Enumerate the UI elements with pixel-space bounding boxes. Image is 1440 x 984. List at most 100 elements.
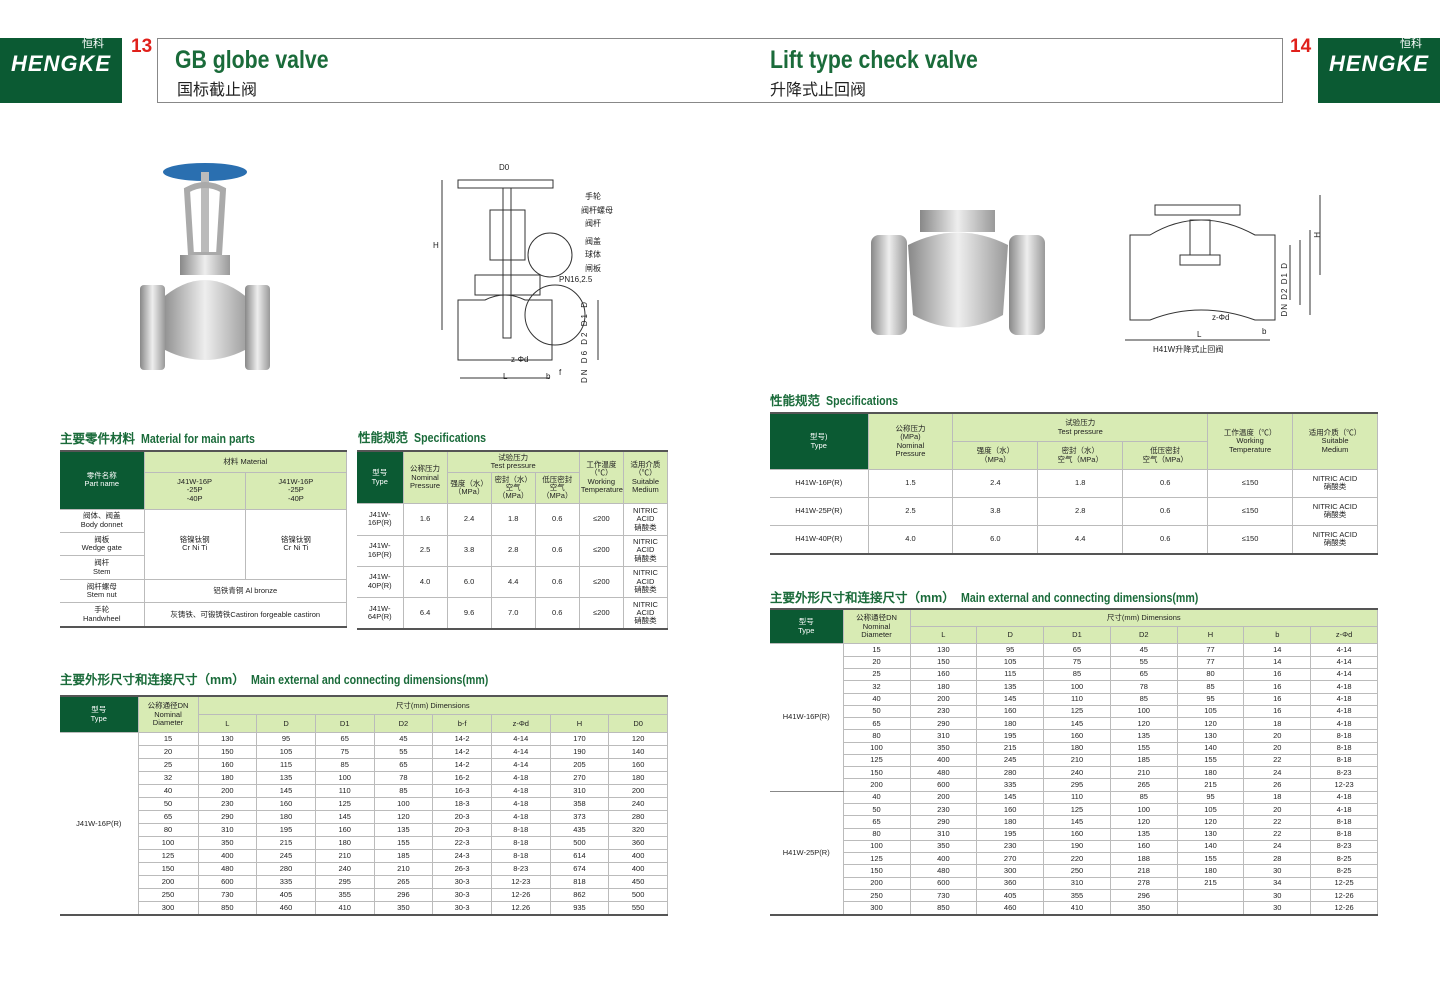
- table-cell: 230: [910, 803, 978, 817]
- table-row: J41W-16P(R) 1.6 2.4 1.8 0.6 ≤200 NITRIC ACID 硝…: [357, 503, 669, 536]
- table-cell: 350: [198, 836, 258, 850]
- table-cell: 2.5: [868, 497, 954, 526]
- header-col: z-Φd: [491, 714, 551, 734]
- table-row: H41W-16P(R) 1.5 2.4 1.8 0.6 ≤150 NITRIC ACID 硝…: [770, 469, 1378, 498]
- table-cell: 160: [1110, 840, 1178, 854]
- table-cell: 355: [1043, 889, 1111, 903]
- right-dims-title: 主要外形尺寸和连接尺寸（mm） Main external and connect…: [770, 587, 1240, 606]
- table-cell: 195: [976, 729, 1045, 743]
- dim-label-zd: z-Φd: [511, 355, 529, 364]
- header-col1: J41W-16P -25P -40P: [144, 472, 246, 510]
- table-cell: 65: [843, 717, 911, 731]
- table-cell: 40: [843, 791, 911, 805]
- label-gate: 闸板: [585, 263, 601, 273]
- table-cell: 100: [1110, 705, 1178, 719]
- table-cell: 400: [608, 849, 668, 863]
- materials-title: 主要零件材料 Material for main parts: [60, 428, 275, 447]
- table-cell: 125: [1043, 705, 1111, 719]
- table-cell: 125: [843, 852, 911, 866]
- table-cell: 355: [315, 888, 375, 902]
- table-cell: 75: [315, 745, 375, 760]
- table-cell: 185: [1110, 754, 1178, 768]
- dim-label-dn: DN: [580, 367, 589, 383]
- table-row: 50 230 160 125 100 105 20 4-18: [770, 803, 1378, 817]
- dim-label-d: D: [1280, 262, 1289, 269]
- table-cell: 280: [256, 862, 316, 876]
- table-cell: 350: [374, 901, 434, 916]
- table-row: H41W-16P(R) 15 130 95 65 45 77 14 4-14: [770, 643, 1378, 792]
- table-cell: 80: [1177, 668, 1245, 682]
- table-cell: 400: [910, 754, 978, 768]
- table-cell: J41W-16P(R): [357, 535, 404, 567]
- table-cell: 3.8: [952, 497, 1039, 526]
- table-cell: 180: [608, 771, 668, 786]
- table-cell: 125: [138, 849, 199, 863]
- table-cell: 160: [1043, 729, 1111, 743]
- table-cell: 310: [1043, 877, 1111, 891]
- left-subtitle: 国标截止阀: [177, 82, 258, 99]
- table-cell: 435: [550, 823, 610, 837]
- table-cell: 295: [315, 875, 375, 889]
- table-cell: 85: [1043, 668, 1111, 682]
- header-dimensions: 尺寸(mm) Dimensions: [910, 609, 1378, 628]
- table-cell: 2.4: [952, 469, 1039, 498]
- table-cell: 145: [976, 791, 1045, 805]
- table-cell: 1.8: [491, 503, 536, 536]
- logo-en: HENGKE: [10, 50, 112, 76]
- table-cell: 145: [1043, 815, 1111, 829]
- table-cell: 65: [138, 810, 199, 824]
- table-cell: 240: [608, 797, 668, 811]
- dim-label-l: L: [1197, 330, 1202, 339]
- table-cell: 12-26: [1310, 889, 1378, 903]
- page-number-right: 14: [1290, 36, 1312, 57]
- table-cell: 12-26: [1310, 901, 1378, 916]
- table-cell: 160: [976, 705, 1045, 719]
- table-cell: 14-2: [432, 732, 492, 747]
- dim-label-h: H: [1313, 232, 1322, 238]
- table-cell: 730: [910, 889, 978, 903]
- table-cell: 210: [374, 862, 434, 876]
- table-cell: 0.6: [535, 566, 580, 598]
- header-working-temperature: 工作温度 （℃） Working Temperature: [579, 451, 624, 505]
- table-row: 65 290 180 145 120 120 22 8-18: [770, 815, 1378, 829]
- table-cell: 600: [198, 875, 258, 889]
- table-cell: 4-18: [491, 810, 551, 824]
- label-stem-nut: 阀杆螺母: [581, 205, 613, 215]
- table-cell: 130: [910, 643, 978, 657]
- table-cell: 4-18: [1310, 680, 1378, 694]
- table-cell: 600: [910, 877, 978, 891]
- table-cell: 160: [1043, 828, 1111, 841]
- label-handwheel: 手轮: [585, 192, 601, 201]
- table-cell: ≤150: [1207, 469, 1294, 498]
- table-cell: NITRIC ACID 硝酸类: [623, 503, 669, 536]
- table-cell: 500: [550, 836, 610, 850]
- table-cell: 135: [374, 823, 434, 837]
- left-specs-title: 性能规范 Specifications: [358, 427, 499, 446]
- table-row: 300 850 460 410 350 30 12-26: [770, 901, 1378, 916]
- table-cell: 145: [256, 784, 316, 799]
- table-cell: 140: [1177, 840, 1245, 854]
- table-cell: 400: [910, 852, 978, 866]
- table-cell: 190: [550, 745, 610, 760]
- table-cell: [1177, 889, 1245, 903]
- table-cell: 230: [910, 705, 978, 719]
- table-cell: 250: [1043, 864, 1111, 878]
- table-cell: 296: [1110, 889, 1178, 903]
- table-row: 50 230 160 125 100 18-3 4-18 358 240: [60, 797, 668, 811]
- table-cell: ≤200: [579, 535, 624, 567]
- right-title: Lift type check valve: [770, 46, 978, 74]
- left-dims-title: 主要外形尺寸和连接尺寸（mm） Main external and connect…: [60, 669, 530, 688]
- table-cell: 140: [608, 745, 668, 760]
- right-specs-title: 性能规范 Specifications: [770, 390, 911, 409]
- table-cell: NITRIC ACID 硝酸类: [1292, 497, 1378, 526]
- table-row: 100 350 215 180 155 22-3 8-18 500 360: [60, 836, 668, 850]
- table-row: 300 850 460 410 350 30-3 12.26 935 550: [60, 901, 668, 916]
- title-cn: 主要零件材料: [60, 432, 136, 446]
- table-cell: 200: [198, 784, 258, 799]
- title-box: [157, 38, 1283, 103]
- table-row: 200 600 360 310 278 215 34 12-25: [770, 877, 1378, 891]
- table-cell: 20-3: [432, 810, 492, 824]
- dim-label-l: L: [503, 372, 508, 381]
- table-cell: 100: [843, 742, 911, 755]
- table-cell: 4-14: [1310, 656, 1378, 669]
